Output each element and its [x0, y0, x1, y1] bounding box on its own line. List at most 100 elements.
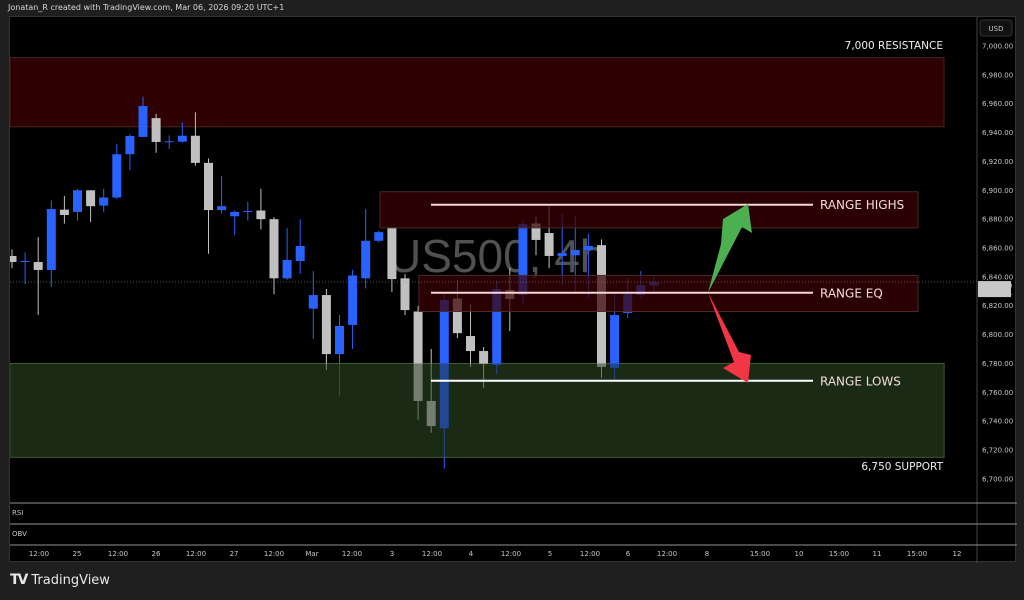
- candle-body: [321, 295, 331, 355]
- time-tick: 3: [390, 550, 394, 558]
- time-tick: 26: [152, 550, 161, 558]
- price-tick: 6,840.00: [982, 273, 1013, 281]
- candle: [33, 237, 43, 315]
- candle: [10, 249, 17, 269]
- candle: [321, 289, 331, 370]
- time-tick: 12:00: [501, 550, 521, 558]
- time-tick: 25: [73, 550, 82, 558]
- candle: [151, 113, 161, 153]
- candle: [20, 252, 30, 285]
- arrow-up-icon: [708, 204, 752, 293]
- time-tick: 12:00: [264, 550, 284, 558]
- candle-body: [73, 190, 82, 212]
- time-tick: 12:00: [29, 550, 49, 558]
- range-lows-label: RANGE LOWS: [820, 374, 901, 388]
- support-zone-overlay: [10, 363, 944, 458]
- candle: [243, 201, 253, 221]
- candle-body: [544, 233, 554, 256]
- price-tick: 6,940.00: [982, 129, 1013, 137]
- time-tick: 15:00: [750, 550, 770, 558]
- price-tick: 6,800.00: [982, 331, 1013, 339]
- candle: [256, 188, 266, 230]
- candle-body: [335, 325, 344, 355]
- candle-body: [112, 154, 122, 198]
- candle-body: [583, 245, 593, 251]
- time-tick: Mar: [305, 550, 318, 558]
- price-tick: 6,980.00: [982, 71, 1013, 79]
- candle-body: [557, 253, 567, 256]
- time-tick: 12:00: [186, 550, 206, 558]
- tradingview-logo-icon: TV: [10, 572, 28, 588]
- candle: [86, 190, 96, 223]
- candle: [466, 304, 475, 368]
- last-price-badge: [978, 281, 1011, 298]
- chart-credit: Jonatan_R created with TradingView.com, …: [8, 3, 285, 12]
- candle: [348, 269, 358, 350]
- candle: [46, 200, 56, 287]
- price-tick: 6,900.00: [982, 187, 1013, 195]
- candle: [400, 273, 410, 315]
- candle-body: [492, 289, 502, 365]
- candle-body: [387, 227, 397, 280]
- candle-body: [204, 162, 213, 211]
- candle: [125, 134, 135, 171]
- time-tick: 10: [795, 550, 804, 558]
- candle-body: [59, 209, 69, 215]
- candle-body: [243, 210, 253, 212]
- candle-body: [400, 278, 410, 311]
- candle: [112, 144, 122, 199]
- candle: [374, 230, 384, 243]
- candle-body: [164, 141, 174, 143]
- last-price: 6,836.40: [981, 282, 1012, 290]
- price-tick: 6,720.00: [982, 447, 1013, 455]
- candle-body: [413, 311, 423, 401]
- time-tick: 12:00: [580, 550, 600, 558]
- candle-body: [479, 351, 489, 365]
- candle: [204, 158, 213, 254]
- price-tick: 6,700.00: [982, 475, 1013, 483]
- candle-body: [610, 314, 620, 368]
- candle: [282, 227, 292, 280]
- candle: [164, 135, 174, 150]
- tradingview-logo[interactable]: TV TradingView: [10, 572, 110, 588]
- candle: [217, 175, 227, 214]
- candle-body: [230, 211, 240, 217]
- price-tick: 6,860.00: [982, 245, 1013, 253]
- time-tick: 12:00: [657, 550, 677, 558]
- candle-body: [570, 250, 580, 256]
- time-tick: 8: [705, 550, 709, 558]
- candle-body: [99, 197, 109, 206]
- price-tick: 6,960.00: [982, 100, 1013, 108]
- range-highs-zone: [379, 191, 919, 229]
- time-tick: 6: [626, 550, 631, 558]
- candle: [413, 305, 423, 420]
- price-chart[interactable]: US500, 4h RANGE HIGHS RANGE EQ RANGE LOWS 7…: [10, 17, 1017, 563]
- range-highs-label: RANGE HIGHS: [820, 198, 904, 212]
- candle-body: [308, 295, 318, 309]
- time-tick: 12:00: [108, 550, 128, 558]
- support-label: 6,750 SUPPORT: [861, 461, 943, 473]
- candle: [426, 349, 436, 433]
- candle: [387, 227, 397, 293]
- candle: [59, 196, 69, 224]
- candle-body: [466, 336, 475, 352]
- symbol-watermark: US500, 4h: [388, 230, 605, 282]
- time-tick: 11: [873, 550, 882, 558]
- candle: [190, 112, 200, 166]
- candle-body: [20, 261, 30, 263]
- candle-body: [125, 136, 135, 155]
- countdown: 02:39:01: [981, 289, 1012, 297]
- candle: [138, 96, 148, 137]
- time-tick: 27: [230, 550, 239, 558]
- support-zone: [10, 362, 945, 458]
- candle-body: [33, 262, 43, 270]
- chart-frame[interactable]: US500, 4h RANGE HIGHS RANGE EQ RANGE LOWS 7…: [9, 16, 1017, 563]
- candle-body: [138, 106, 148, 137]
- candle-body: [531, 223, 541, 240]
- candle: [269, 216, 279, 295]
- resistance-label: 7,000 RESISTANCE: [845, 40, 943, 52]
- candle-body: [190, 135, 200, 163]
- time-tick: 15:00: [829, 550, 849, 558]
- candle: [295, 219, 305, 274]
- price-tick: 6,760.00: [982, 389, 1013, 397]
